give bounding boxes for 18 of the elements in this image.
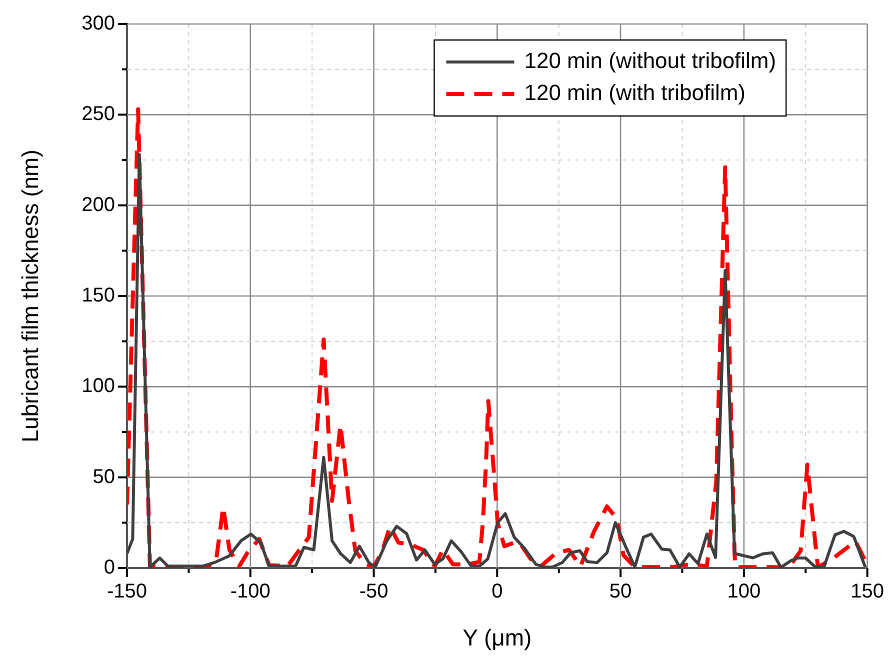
y-tick-label: 300 bbox=[82, 12, 115, 35]
x-axis-title: Y (μm) bbox=[462, 624, 532, 651]
x-tick-label: 50 bbox=[609, 580, 632, 603]
legend-label: 120 min (with tribofilm) bbox=[524, 80, 746, 106]
y-axis-title: Lubricant film thickness (nm) bbox=[17, 150, 44, 442]
x-tick-label: 100 bbox=[727, 580, 761, 603]
x-tick-label: 150 bbox=[850, 580, 884, 603]
y-tick-label: 250 bbox=[82, 103, 115, 126]
legend-label: 120 min (without tribofilm) bbox=[524, 48, 776, 74]
y-tick-label: 50 bbox=[92, 466, 115, 488]
y-tick-label: 100 bbox=[82, 375, 115, 398]
x-tick-label: -100 bbox=[230, 580, 270, 603]
x-tick-label: -150 bbox=[106, 580, 148, 603]
y-tick-label: 150 bbox=[82, 284, 115, 307]
x-tick-label: -50 bbox=[359, 580, 388, 603]
y-tick-label: 200 bbox=[82, 194, 115, 216]
x-tick-label: 0 bbox=[492, 580, 503, 603]
y-tick-label: 0 bbox=[104, 556, 115, 579]
